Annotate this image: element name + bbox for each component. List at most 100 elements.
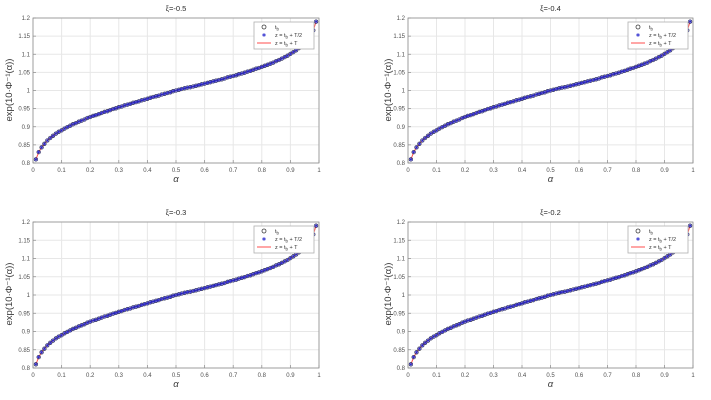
svg-text:0.6: 0.6 bbox=[575, 373, 584, 379]
legend: tb z = tb + T/2 z = tb + T bbox=[627, 21, 689, 50]
svg-text:0: 0 bbox=[406, 168, 410, 174]
tick-labels: 0 0.1 0.2 0.3 0.4 0.5 0.6 0.7 0.8 0.9 1 0.8 0.85 0.9 0… bbox=[393, 220, 695, 379]
svg-text:0.1: 0.1 bbox=[57, 168, 66, 174]
svg-text:tb: tb bbox=[649, 229, 654, 235]
svg-text:1.1: 1.1 bbox=[22, 52, 31, 58]
svg-text:0.9: 0.9 bbox=[22, 330, 31, 336]
svg-text:1: 1 bbox=[402, 89, 406, 95]
tick-marks bbox=[407, 17, 694, 164]
svg-text:z = tb + T/2: z = tb + T/2 bbox=[275, 237, 302, 243]
svg-text:0.85: 0.85 bbox=[18, 143, 30, 149]
svg-text:0.2: 0.2 bbox=[86, 168, 95, 174]
svg-text:0.9: 0.9 bbox=[397, 330, 406, 336]
subplot-xi-neg-0-3: ξ=-0.3 exp(10·Φ⁻¹(α)) α 0 0.1 0.2 0.3 0.4 0.5… bbox=[0, 200, 355, 400]
svg-text:1.05: 1.05 bbox=[18, 70, 30, 76]
svg-text:0.1: 0.1 bbox=[57, 373, 66, 379]
svg-text:1.2: 1.2 bbox=[397, 16, 406, 22]
plot-title: ξ=-0.5 bbox=[165, 4, 187, 13]
svg-text:0: 0 bbox=[31, 168, 35, 174]
svg-text:1.15: 1.15 bbox=[393, 238, 405, 244]
svg-text:1: 1 bbox=[691, 168, 695, 174]
svg-text:1: 1 bbox=[317, 373, 321, 379]
plot-area: 0 0.1 0.2 0.3 0.4 0.5 0.6 0.7 0.8 0.9 1 0.8 0.85 0.9 0… bbox=[393, 16, 695, 174]
legend: tb z = tb + T/2 z = tb + T bbox=[253, 21, 315, 50]
svg-text:0.4: 0.4 bbox=[143, 168, 152, 174]
plot-area: 0 0.1 0.2 0.3 0.4 0.5 0.6 0.7 0.8 0.9 1 0.8 0.85 0.9 0… bbox=[393, 220, 695, 379]
tick-labels: 0 0.1 0.2 0.3 0.4 0.5 0.6 0.7 0.8 0.9 1 0.8 0.85 0.9 0… bbox=[18, 220, 321, 379]
svg-text:0.8: 0.8 bbox=[397, 161, 406, 167]
svg-text:0.8: 0.8 bbox=[258, 168, 267, 174]
svg-text:0.9: 0.9 bbox=[22, 125, 31, 131]
svg-text:0: 0 bbox=[31, 373, 35, 379]
svg-text:0.5: 0.5 bbox=[172, 373, 181, 379]
svg-text:0.2: 0.2 bbox=[461, 373, 470, 379]
plot-title: ξ=-0.3 bbox=[165, 208, 187, 217]
legend: tb z = tb + T/2 z = tb + T bbox=[253, 225, 315, 254]
svg-text:z = tb + T: z = tb + T bbox=[649, 41, 672, 47]
svg-text:0.5: 0.5 bbox=[172, 168, 181, 174]
svg-text:1.2: 1.2 bbox=[397, 220, 406, 226]
svg-text:0.9: 0.9 bbox=[286, 373, 295, 379]
svg-text:0.7: 0.7 bbox=[229, 373, 238, 379]
svg-text:0.7: 0.7 bbox=[603, 373, 612, 379]
svg-text:0.9: 0.9 bbox=[286, 168, 295, 174]
svg-text:0: 0 bbox=[406, 373, 410, 379]
svg-text:1.15: 1.15 bbox=[393, 34, 405, 40]
svg-text:0.5: 0.5 bbox=[546, 373, 555, 379]
tick-marks bbox=[32, 221, 320, 369]
svg-text:0.3: 0.3 bbox=[489, 168, 498, 174]
svg-text:0.95: 0.95 bbox=[393, 311, 405, 317]
subplot-xi-neg-0-4: ξ=-0.4 exp(10·Φ⁻¹(α)) α 0 0.1 0.2 0.3 0.4 0.5… bbox=[355, 0, 711, 200]
svg-text:0.7: 0.7 bbox=[603, 168, 612, 174]
svg-text:0.5: 0.5 bbox=[546, 168, 555, 174]
svg-text:1: 1 bbox=[691, 373, 695, 379]
svg-text:0.6: 0.6 bbox=[200, 168, 209, 174]
svg-text:0.9: 0.9 bbox=[397, 125, 406, 131]
svg-text:tb: tb bbox=[649, 25, 654, 31]
subplot-xi-neg-0-5: ξ=-0.5 exp(10·Φ⁻¹(α)) α 0 0.1 0.2 0.3 0.4 0.5… bbox=[0, 0, 355, 200]
svg-text:0.95: 0.95 bbox=[18, 311, 30, 317]
x-axis-label: α bbox=[173, 174, 179, 185]
svg-text:0.8: 0.8 bbox=[397, 366, 406, 372]
x-axis-label: α bbox=[547, 379, 554, 390]
svg-text:1.05: 1.05 bbox=[393, 70, 405, 76]
svg-text:0.8: 0.8 bbox=[632, 373, 641, 379]
svg-text:0.2: 0.2 bbox=[461, 168, 470, 174]
svg-text:1.1: 1.1 bbox=[397, 257, 406, 263]
svg-text:0.6: 0.6 bbox=[575, 168, 584, 174]
svg-text:z = tb + T/2: z = tb + T/2 bbox=[649, 237, 676, 243]
svg-text:0.8: 0.8 bbox=[632, 168, 641, 174]
svg-text:1: 1 bbox=[402, 293, 406, 299]
plot-area: 0 0.1 0.2 0.3 0.4 0.5 0.6 0.7 0.8 0.9 1 0.8 0.85 0.9 0… bbox=[18, 16, 321, 174]
subplot-xi-neg-0-2: ξ=-0.2 exp(10·Φ⁻¹(α)) α 0 0.1 0.2 0.3 0.4 0.5… bbox=[355, 200, 711, 400]
plot-title: ξ=-0.4 bbox=[540, 4, 561, 13]
svg-text:0.8: 0.8 bbox=[258, 373, 267, 379]
svg-text:0.85: 0.85 bbox=[393, 143, 405, 149]
svg-text:0.1: 0.1 bbox=[432, 373, 441, 379]
tick-labels: 0 0.1 0.2 0.3 0.4 0.5 0.6 0.7 0.8 0.9 1 0.8 0.85 0.9 0… bbox=[18, 16, 321, 174]
svg-text:z = tb + T: z = tb + T bbox=[275, 245, 298, 251]
svg-text:1.2: 1.2 bbox=[22, 16, 31, 22]
svg-text:0.6: 0.6 bbox=[200, 373, 209, 379]
x-axis-label: α bbox=[173, 379, 179, 390]
svg-text:z = tb + T: z = tb + T bbox=[275, 41, 298, 47]
svg-text:1.05: 1.05 bbox=[18, 275, 30, 281]
svg-text:z = tb + T/2: z = tb + T/2 bbox=[275, 33, 302, 39]
svg-text:1.05: 1.05 bbox=[393, 275, 405, 281]
plot-title: ξ=-0.2 bbox=[540, 208, 561, 217]
svg-text:0.3: 0.3 bbox=[115, 373, 124, 379]
svg-text:0.85: 0.85 bbox=[18, 348, 30, 354]
tick-labels: 0 0.1 0.2 0.3 0.4 0.5 0.6 0.7 0.8 0.9 1 0.8 0.85 0.9 0… bbox=[393, 16, 695, 174]
svg-text:z = tb + T: z = tb + T bbox=[649, 245, 672, 251]
svg-text:0.2: 0.2 bbox=[86, 373, 95, 379]
svg-text:1.1: 1.1 bbox=[22, 257, 31, 263]
svg-text:z = tb + T/2: z = tb + T/2 bbox=[649, 33, 676, 39]
plot-area: 0 0.1 0.2 0.3 0.4 0.5 0.6 0.7 0.8 0.9 1 0.8 0.85 0.9 0… bbox=[18, 220, 321, 379]
svg-text:1.2: 1.2 bbox=[22, 220, 31, 226]
svg-text:1: 1 bbox=[317, 168, 321, 174]
svg-text:0.1: 0.1 bbox=[432, 168, 441, 174]
svg-text:1.15: 1.15 bbox=[18, 238, 30, 244]
svg-text:0.7: 0.7 bbox=[229, 168, 238, 174]
legend: tb z = tb + T/2 z = tb + T bbox=[627, 225, 689, 254]
svg-text:0.95: 0.95 bbox=[393, 107, 405, 113]
